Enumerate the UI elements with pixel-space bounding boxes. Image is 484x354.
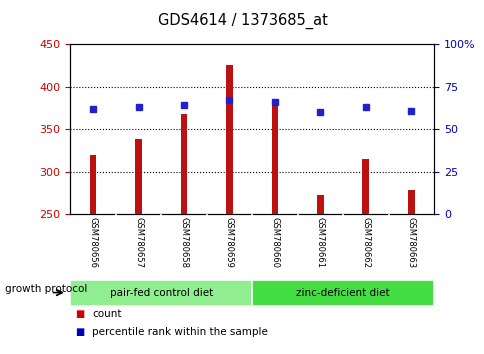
Text: zinc-deficient diet: zinc-deficient diet (296, 287, 389, 298)
Text: GSM780661: GSM780661 (315, 217, 324, 268)
Bar (226, 65, 232, 214)
Bar (70, 280, 252, 306)
Text: count: count (92, 309, 121, 319)
Text: ■: ■ (75, 327, 84, 337)
Text: GSM780657: GSM780657 (134, 217, 143, 268)
Text: GDS4614 / 1373685_at: GDS4614 / 1373685_at (157, 12, 327, 29)
Bar (271, 99, 278, 214)
Text: GSM780656: GSM780656 (89, 217, 97, 268)
Text: GSM780662: GSM780662 (361, 217, 370, 268)
Bar (252, 280, 433, 306)
Text: pair-fed control diet: pair-fed control diet (109, 287, 212, 298)
Bar (180, 114, 187, 214)
Bar (135, 139, 142, 214)
Bar (362, 159, 368, 214)
Text: ■: ■ (75, 309, 84, 319)
Text: percentile rank within the sample: percentile rank within the sample (92, 327, 268, 337)
Text: GSM780659: GSM780659 (225, 217, 233, 268)
Bar (407, 190, 414, 214)
Text: GSM780660: GSM780660 (270, 217, 279, 268)
Bar (317, 195, 323, 214)
Text: GSM780663: GSM780663 (406, 217, 415, 269)
Text: growth protocol: growth protocol (5, 284, 87, 294)
Bar (90, 155, 96, 214)
Text: GSM780658: GSM780658 (179, 217, 188, 268)
